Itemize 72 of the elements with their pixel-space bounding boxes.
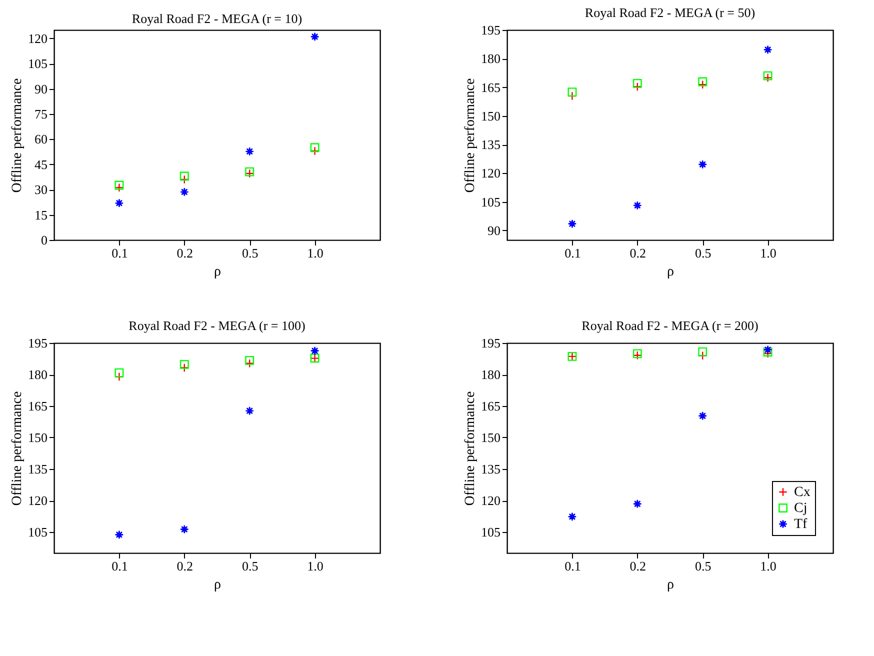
x-tick-label: 0.2 — [176, 558, 194, 574]
y-tick-label: 195 — [28, 336, 48, 350]
y-tick-label: 195 — [481, 22, 500, 38]
x-tick-label: 1.0 — [307, 558, 324, 574]
y-tick-label: 120 — [481, 166, 500, 181]
y-axis-title: Offline performance — [10, 78, 25, 193]
x-tick-label: 1.0 — [307, 246, 324, 260]
x-axis-title: ρ — [214, 578, 221, 592]
y-axis-title: Offline performance — [463, 78, 478, 193]
legend-label: Tf — [794, 517, 808, 532]
y-tick-label: 60 — [34, 132, 48, 147]
point — [114, 180, 124, 190]
chart-title: Royal Road F2 - MEGA (r = 50) — [584, 5, 756, 20]
point — [632, 78, 642, 88]
chart-title: Royal Road F2 - MEGA (r = 10) — [132, 11, 302, 26]
y-tick-label: 90 — [34, 81, 48, 96]
chart-title: Royal Road F2 - MEGA (r = 200) — [582, 318, 758, 333]
x-tick-label: 0.1 — [564, 558, 581, 574]
x-tick-label: 1.0 — [760, 246, 776, 260]
x-tick-label: 0.5 — [694, 558, 712, 574]
y-tick-label: 105 — [481, 524, 500, 540]
x-axis-title: ρ — [667, 264, 674, 280]
y-tick-label: 150 — [481, 430, 500, 445]
legend-label: Cj — [794, 501, 808, 516]
y-tick-label: 135 — [481, 462, 500, 476]
x-tick-label: 0.1 — [564, 246, 581, 260]
chart-title: Royal Road F2 - MEGA (r = 100) — [128, 318, 306, 333]
point — [698, 77, 708, 86]
y-tick-label: 105 — [481, 194, 500, 210]
y-tick-label: 75 — [34, 106, 48, 122]
point — [245, 356, 254, 365]
x-axis-title: ρ — [667, 578, 674, 592]
x-tick-label: 0.5 — [242, 558, 258, 574]
x-tick-label: 0.5 — [694, 246, 712, 260]
y-tick-label: 120 — [481, 493, 500, 508]
x-tick-label: 0.2 — [630, 246, 646, 260]
point — [698, 347, 708, 356]
y-tick-label: 105 — [28, 524, 48, 540]
x-tick-label: 0.2 — [630, 558, 646, 574]
y-tick-label: 180 — [28, 367, 48, 382]
point — [568, 88, 577, 97]
y-tick-label: 165 — [28, 398, 48, 414]
y-tick-label: 135 — [28, 462, 48, 476]
point — [310, 143, 320, 152]
y-axis-title: Offline performance — [463, 391, 478, 506]
y-tick-label: 15 — [34, 207, 48, 222]
y-tick-label: 180 — [481, 367, 500, 382]
y-tick-label: 195 — [481, 336, 500, 350]
x-tick-label: 0.1 — [112, 558, 128, 574]
x-axis-title: ρ — [214, 264, 221, 280]
x-tick-label: 0.5 — [242, 246, 258, 260]
y-tick-label: 165 — [481, 80, 500, 95]
y-tick-label: 165 — [481, 398, 500, 414]
y-tick-label: 90 — [488, 222, 500, 238]
y-tick-label: 135 — [481, 137, 500, 152]
point — [180, 172, 189, 181]
y-tick-label: 0 — [41, 232, 48, 248]
y-tick-label: 150 — [28, 430, 48, 445]
x-tick-label: 0.2 — [176, 246, 194, 260]
x-tick-label: 1.0 — [760, 558, 776, 574]
y-axis-title: Offline performance — [10, 391, 25, 506]
y-tick-label: 120 — [28, 493, 48, 508]
y-tick-label: 30 — [34, 182, 48, 198]
y-tick-label: 120 — [28, 30, 48, 46]
y-tick-label: 180 — [481, 51, 500, 66]
point — [114, 368, 124, 378]
point — [180, 360, 189, 369]
y-tick-label: 45 — [34, 156, 48, 172]
y-tick-label: 105 — [28, 56, 48, 72]
legend-label: Cx — [794, 485, 810, 500]
x-tick-label: 0.1 — [112, 246, 128, 260]
y-tick-label: 150 — [481, 108, 500, 124]
